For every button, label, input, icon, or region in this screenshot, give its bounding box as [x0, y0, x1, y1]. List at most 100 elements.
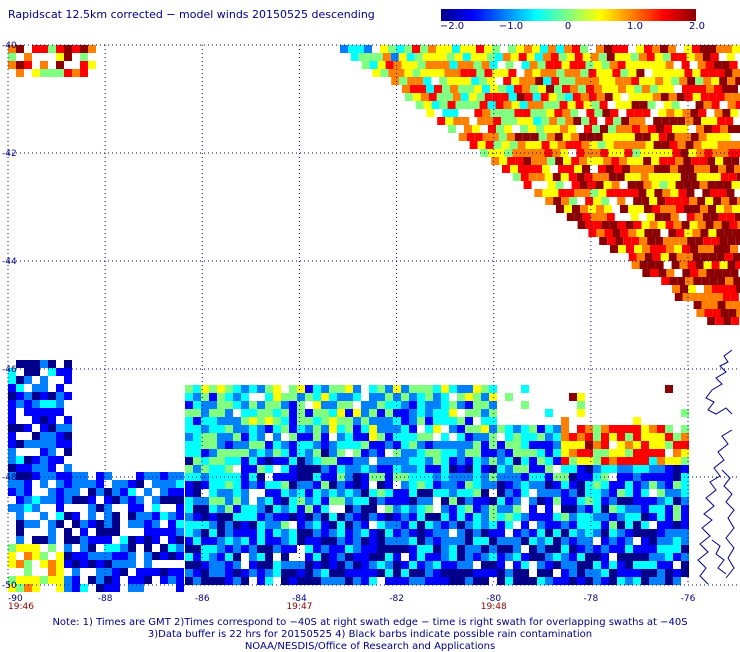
wind-cell: [425, 545, 433, 553]
wind-cell: [417, 537, 425, 545]
wind-cell: [585, 513, 593, 521]
wind-cell: [665, 441, 673, 449]
wind-cell: [695, 101, 704, 109]
wind-cell: [88, 536, 96, 544]
wind-cell: [40, 61, 48, 69]
wind-cell: [641, 513, 649, 521]
wind-cell: [583, 77, 592, 85]
wind-cell: [8, 584, 16, 592]
wind-cell: [644, 205, 652, 213]
wind-cell: [642, 269, 651, 277]
wind-cell: [721, 221, 730, 229]
wind-cell: [337, 497, 345, 505]
wind-cell: [120, 480, 128, 488]
wind-cell: [593, 457, 601, 465]
wind-cell: [521, 569, 529, 577]
wind-cell: [353, 505, 361, 513]
wind-cell: [176, 568, 184, 576]
lon-tick-label: -76: [681, 594, 696, 604]
wind-cell: [617, 441, 625, 449]
wind-cell: [152, 512, 160, 520]
wind-cell: [577, 489, 585, 497]
wind-cell: [425, 561, 433, 569]
wind-cell: [56, 424, 64, 432]
wind-cell: [615, 101, 624, 109]
wind-cell: [209, 537, 217, 545]
wind-cell: [56, 384, 64, 392]
wind-cell: [201, 401, 209, 409]
wind-cell: [409, 537, 417, 545]
wind-cell: [641, 433, 649, 441]
wind-cell: [313, 569, 321, 577]
wind-cell: [725, 141, 734, 149]
wind-cell: [465, 409, 473, 417]
wind-cell: [667, 157, 676, 165]
wind-cell: [217, 553, 225, 561]
wind-cell: [8, 544, 16, 552]
wind-cell: [547, 157, 556, 165]
wind-cell: [257, 481, 265, 489]
wind-cell: [489, 457, 497, 465]
wind-cell: [241, 385, 249, 393]
wind-cell: [152, 480, 160, 488]
wind-cell: [711, 101, 720, 109]
wind-cell: [537, 489, 545, 497]
wind-cell: [176, 472, 184, 480]
wind-cell: [551, 77, 560, 85]
wind-cell: [32, 552, 40, 560]
wind-cell: [209, 481, 217, 489]
wind-cell: [377, 537, 385, 545]
wind-cell: [517, 117, 526, 125]
wind-cell: [64, 448, 72, 456]
wind-cell: [649, 465, 657, 473]
wind-cell: [726, 213, 735, 221]
wind-cell: [430, 53, 439, 61]
wind-cell: [345, 577, 353, 585]
wind-cell: [473, 553, 481, 561]
wind-cell: [611, 181, 620, 189]
wind-cell: [663, 101, 672, 109]
lat-tick-label: -44: [2, 257, 17, 267]
wind-cell: [659, 157, 668, 165]
wind-cell: [561, 521, 569, 529]
wind-cell: [249, 505, 257, 513]
wind-cell: [553, 433, 561, 441]
wind-cell: [596, 69, 605, 77]
wind-cell: [297, 449, 305, 457]
wind-cell: [721, 61, 730, 69]
wind-cell: [532, 93, 541, 101]
wind-cell: [730, 85, 738, 93]
wind-cell: [614, 189, 623, 197]
wind-cell: [606, 189, 615, 197]
wind-cell: [505, 481, 513, 489]
wind-cell: [361, 449, 369, 457]
wind-cell: [685, 117, 694, 125]
wind-cell: [64, 488, 72, 496]
wind-cell: [257, 529, 265, 537]
wind-cell: [681, 553, 689, 561]
wind-cell: [481, 561, 489, 569]
wind-cell: [666, 133, 675, 141]
wind-cell: [257, 553, 265, 561]
wind-cell: [514, 109, 523, 117]
wind-cell: [545, 505, 553, 513]
wind-cell: [273, 545, 281, 553]
wind-cell: [233, 449, 241, 457]
wind-cell: [700, 205, 708, 213]
wind-cell: [112, 584, 120, 592]
wind-cell: [729, 197, 738, 205]
wind-cell: [160, 496, 168, 504]
wind-cell: [569, 197, 578, 205]
wind-cell: [361, 577, 369, 585]
wind-cell: [685, 277, 694, 285]
wind-cell: [658, 85, 666, 93]
wind-cell: [473, 537, 481, 545]
wind-cell: [714, 245, 722, 253]
wind-cell: [356, 45, 364, 53]
wind-cell: [616, 173, 625, 181]
wind-cell: [176, 520, 184, 528]
wind-cell: [657, 537, 665, 545]
wind-cell: [526, 165, 534, 173]
wind-cell: [369, 513, 377, 521]
wind-cell: [265, 449, 273, 457]
